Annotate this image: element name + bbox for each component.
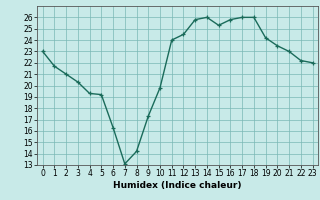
X-axis label: Humidex (Indice chaleur): Humidex (Indice chaleur) <box>113 181 242 190</box>
